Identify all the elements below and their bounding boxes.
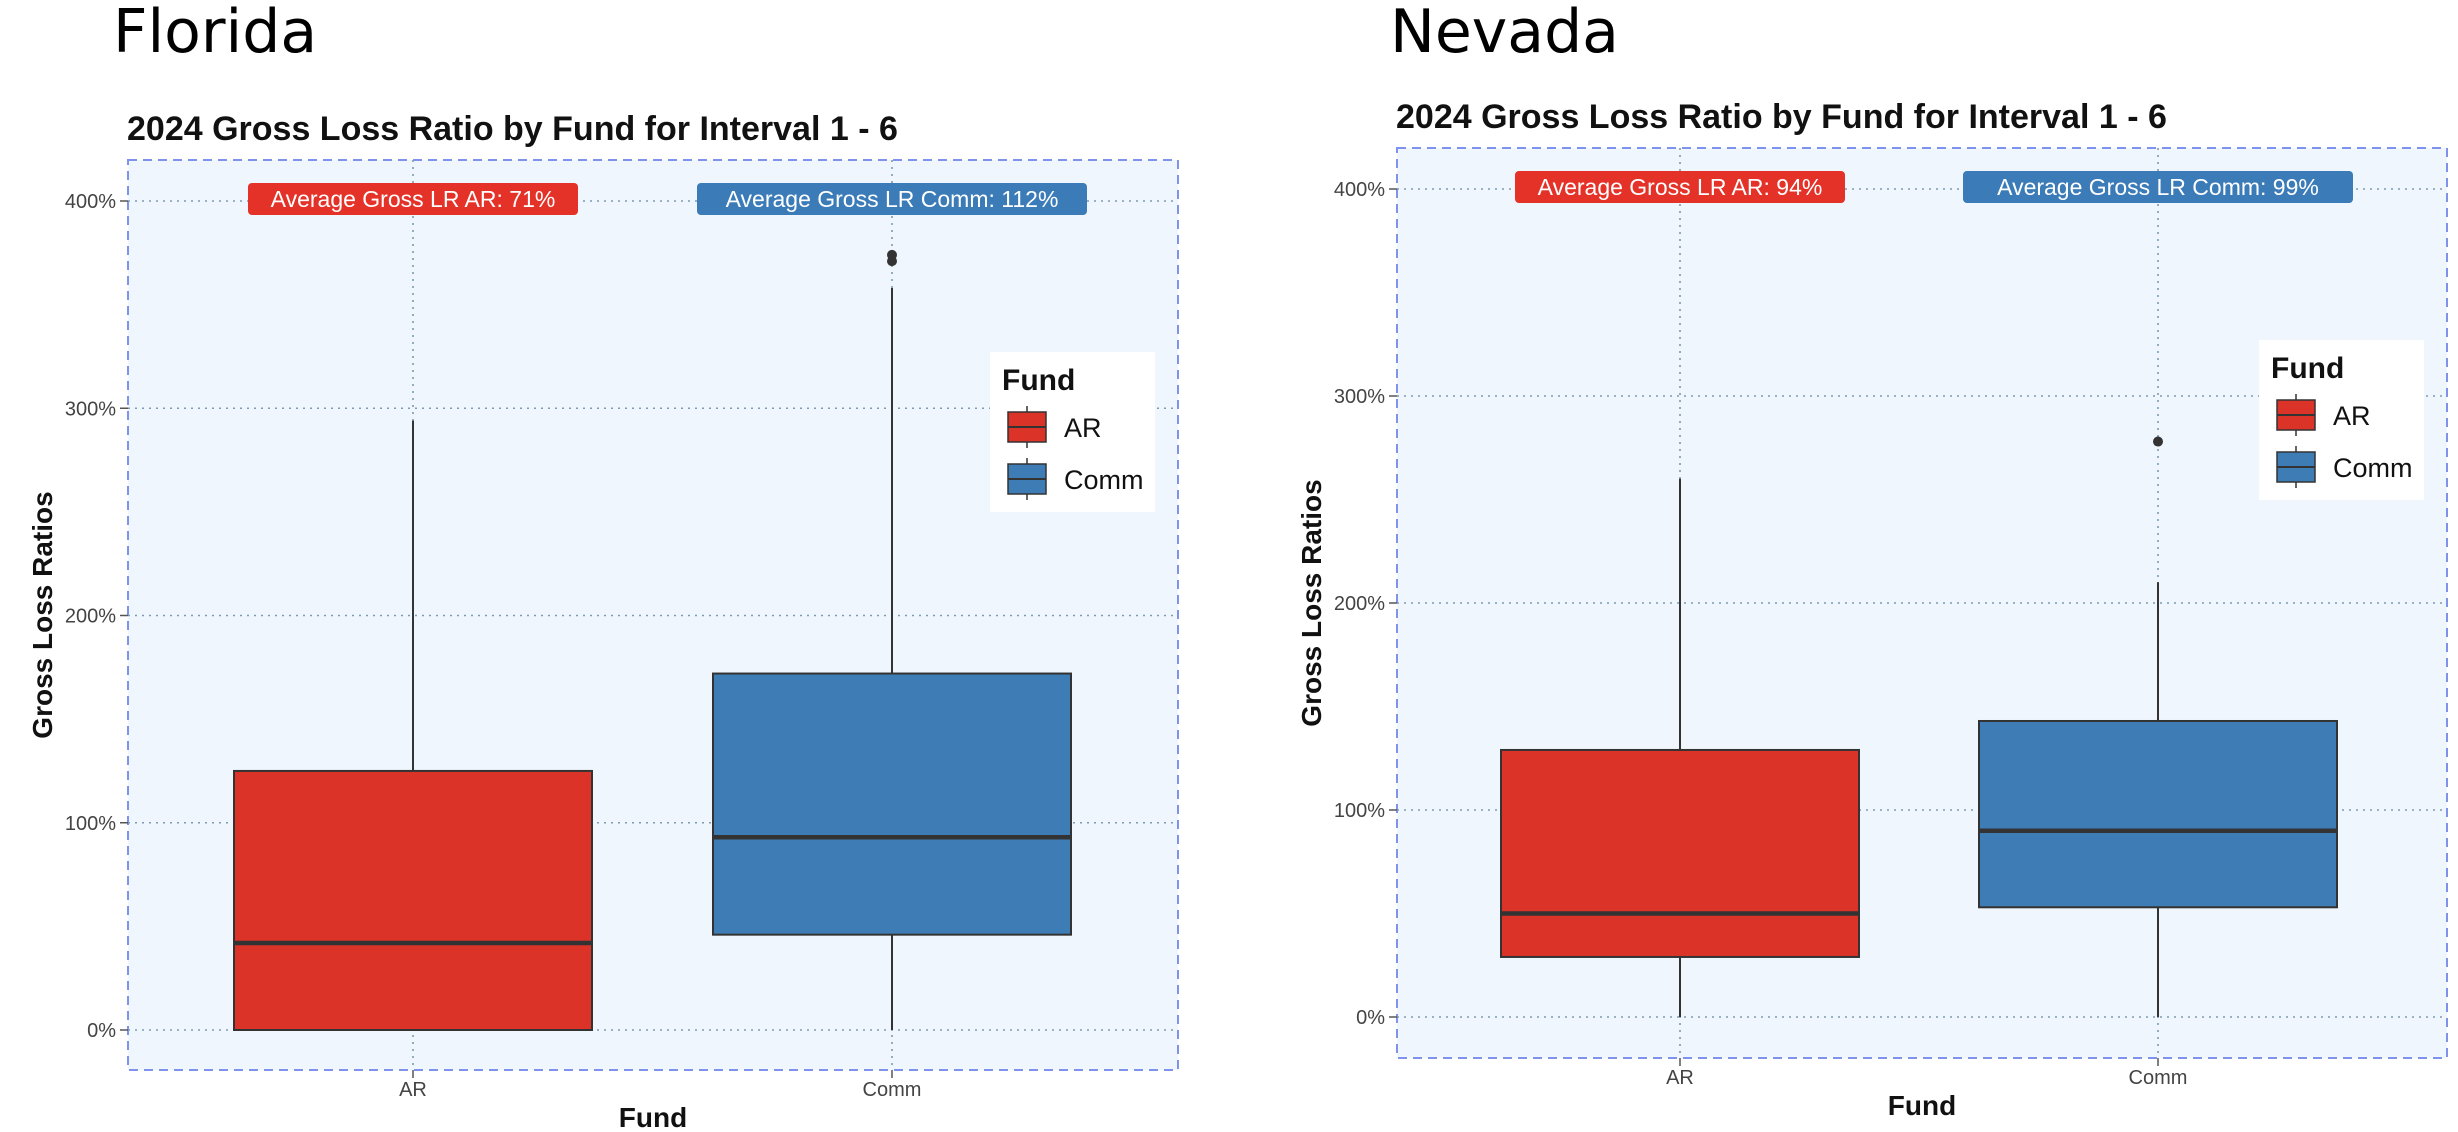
florida-y-axis-label: Gross Loss Ratios [27, 491, 58, 738]
nevada-ytick-label: 0% [1356, 1007, 1385, 1029]
nevada-average-label: Average Gross LR AR: 94% [1538, 174, 1823, 200]
nevada-ytick-label: 200% [1334, 593, 1385, 615]
nevada-average-label: Average Gross LR Comm: 99% [1997, 174, 2319, 200]
florida-xtick-label: AR [399, 1079, 427, 1101]
nevada-average-badge [1963, 171, 2353, 203]
florida-boxplot-chart: 2024 Gross Loss Ratio by Fund for Interv… [27, 110, 1179, 1132]
florida-ytick-label: 300% [65, 398, 116, 420]
nevada-xtick-label: AR [1666, 1067, 1694, 1089]
nevada-box-comm [1978, 719, 2338, 909]
nevada-state-title: Nevada [1390, 0, 1619, 67]
florida-ytick-label: 100% [65, 813, 116, 835]
florida-legend-label-comm: Comm [1064, 465, 1144, 495]
florida-box-comm [712, 672, 1072, 936]
florida-box-ar [233, 769, 593, 1031]
nevada-ytick-label: 400% [1334, 179, 1385, 201]
nevada-outlier-point [2153, 436, 2163, 447]
florida-chart-title: 2024 Gross Loss Ratio by Fund for Interv… [127, 110, 898, 148]
nevada-xtick-label: Comm [2129, 1067, 2188, 1089]
nevada-x-axis-label: Fund [1888, 1090, 1956, 1121]
florida-xtick-label: Comm [863, 1079, 922, 1101]
nevada-average-badge [1515, 171, 1845, 203]
florida-ytick-label: 0% [87, 1020, 116, 1042]
florida-legend-title: Fund [1002, 364, 1075, 397]
nevada-ytick-label: 100% [1334, 800, 1385, 822]
florida-average-label: Average Gross LR Comm: 112% [726, 186, 1059, 212]
florida-ytick-label: 200% [65, 606, 116, 628]
florida-average-badge [248, 183, 578, 215]
florida-average-badge [697, 183, 1087, 215]
florida-state-title: Florida [113, 0, 318, 67]
florida-outlier-point [887, 249, 897, 260]
nevada-ytick-label: 300% [1334, 386, 1385, 408]
nevada-chart-title: 2024 Gross Loss Ratio by Fund for Interv… [1396, 98, 2167, 136]
florida-legend-label-ar: AR [1064, 413, 1102, 443]
florida-x-axis-label: Fund [619, 1102, 687, 1132]
nevada-y-axis-label: Gross Loss Ratios [1296, 479, 1327, 726]
florida-ytick-label: 400% [65, 191, 116, 213]
nevada-legend-label-comm: Comm [2333, 453, 2413, 483]
nevada-box-ar [1500, 748, 1860, 958]
nevada-legend-label-ar: AR [2333, 401, 2371, 431]
florida-average-label: Average Gross LR AR: 71% [271, 186, 556, 212]
nevada-boxplot-chart: 2024 Gross Loss Ratio by Fund for Interv… [1296, 98, 2448, 1121]
nevada-legend-title: Fund [2271, 352, 2344, 385]
